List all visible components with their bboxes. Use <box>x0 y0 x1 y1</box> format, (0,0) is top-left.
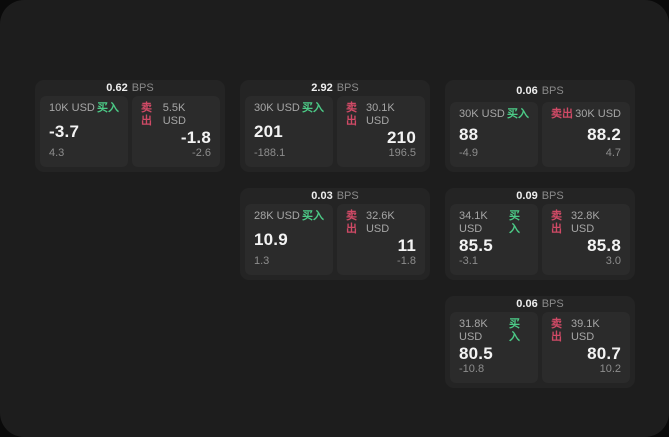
sell-side-label: 卖出 <box>141 102 152 127</box>
bps-header: 0.06 BPS <box>450 80 630 102</box>
buy-size: 34.1K USD <box>459 210 488 235</box>
bps-header: 0.62 BPS <box>40 80 220 96</box>
buy-side-label: 买入 <box>509 210 521 235</box>
bps-header: 2.92 BPS <box>245 80 425 96</box>
sell-size: 5.5K USD <box>162 102 186 127</box>
buy-price: 88 <box>459 124 479 144</box>
sell-price: 210 <box>387 128 416 147</box>
sell-size: 30.1K USD <box>365 102 395 127</box>
sell-size: 32.8K USD <box>570 210 600 235</box>
sell-side-label: 卖出 <box>346 210 357 235</box>
quote-card: 0.03 BPS 28K USD 买入 10.9 1.3 卖出 32.6K US… <box>240 188 430 280</box>
bps-unit-label: BPS <box>541 298 564 310</box>
bps-value: 0.09 <box>516 190 538 202</box>
bps-value: 2.92 <box>311 82 333 94</box>
buy-size: 31.8K USD <box>459 318 488 343</box>
sell-size: 30K USD <box>575 108 621 120</box>
bps-unit-label: BPS <box>336 190 359 202</box>
quote-card: 0.06 BPS 31.8K USD 买入 80.5 -10.8 卖出 39.1… <box>445 296 635 388</box>
sell-price: 88.2 <box>587 124 621 144</box>
buy-quote-tile[interactable]: 34.1K USD 买入 85.5 -3.1 <box>450 204 538 275</box>
buy-side-label: 买入 <box>509 318 521 343</box>
quote-card: 0.62 BPS 10K USD 买入 -3.7 4.3 卖出 5.5K USD <box>35 80 225 172</box>
sell-quote-tile[interactable]: 卖出 5.5K USD -1.8 -2.6 <box>132 96 220 167</box>
buy-delta: -188.1 <box>254 147 286 159</box>
buy-size: 28K USD <box>254 210 300 222</box>
buy-delta: 1.3 <box>254 255 270 267</box>
bps-value: 0.62 <box>106 82 128 94</box>
buy-delta: -3.1 <box>459 255 478 267</box>
sell-side-label: 卖出 <box>551 108 573 120</box>
sell-quote-tile[interactable]: 卖出 39.1K USD 80.7 10.2 <box>542 312 630 383</box>
sell-side-label: 卖出 <box>551 318 562 343</box>
sell-delta: 3.0 <box>605 255 621 267</box>
buy-side-label: 买入 <box>302 210 324 222</box>
bps-unit-label: BPS <box>541 190 564 202</box>
sell-quote-tile[interactable]: 卖出 30K USD 88.2 4.7 <box>542 102 630 167</box>
sell-price: -1.8 <box>180 128 211 147</box>
bps-header: 0.03 BPS <box>245 188 425 204</box>
bps-unit-label: BPS <box>541 85 564 97</box>
buy-delta: -10.8 <box>459 363 485 375</box>
sell-quote-tile[interactable]: 卖出 30.1K USD 210 196.5 <box>337 96 425 167</box>
buy-price: 85.5 <box>459 236 493 255</box>
bps-value: 0.06 <box>516 298 538 310</box>
bps-unit-label: BPS <box>131 82 154 94</box>
quote-card: 2.92 BPS 30K USD 买入 201 -188.1 卖出 30.1K … <box>240 80 430 172</box>
sell-price: 80.7 <box>587 344 621 363</box>
sell-price: 11 <box>397 236 416 255</box>
buy-price: 10.9 <box>254 229 288 249</box>
sell-price: 85.8 <box>587 236 621 255</box>
quote-card: 0.06 BPS 30K USD 买入 88 -4.9 卖出 30K USD <box>445 80 635 172</box>
sell-side-label: 卖出 <box>346 102 357 127</box>
sell-side-label: 卖出 <box>551 210 562 235</box>
buy-side-label: 买入 <box>302 102 324 114</box>
quote-card: 0.09 BPS 34.1K USD 买入 85.5 -3.1 卖出 32.8K… <box>445 188 635 280</box>
sell-delta: -2.6 <box>192 147 211 159</box>
buy-delta: -4.9 <box>459 147 478 159</box>
buy-size: 30K USD <box>459 108 505 120</box>
sell-size: 32.6K USD <box>365 210 395 235</box>
sell-size: 39.1K USD <box>570 318 600 343</box>
buy-side-label: 买入 <box>507 108 529 120</box>
quotes-grid: 0.62 BPS 10K USD 买入 -3.7 4.3 卖出 5.5K USD <box>35 80 635 388</box>
bps-header: 0.06 BPS <box>450 296 630 312</box>
buy-side-label: 买入 <box>97 102 119 114</box>
buy-quote-tile[interactable]: 28K USD 买入 10.9 1.3 <box>245 204 333 275</box>
buy-quote-tile[interactable]: 10K USD 买入 -3.7 4.3 <box>40 96 128 167</box>
buy-delta: 4.3 <box>49 147 65 159</box>
buy-size: 10K USD <box>49 102 95 114</box>
sell-quote-tile[interactable]: 卖出 32.6K USD 11 -1.8 <box>337 204 425 275</box>
buy-price: 201 <box>254 121 283 141</box>
buy-quote-tile[interactable]: 30K USD 买入 201 -188.1 <box>245 96 333 167</box>
buy-quote-tile[interactable]: 31.8K USD 买入 80.5 -10.8 <box>450 312 538 383</box>
sell-delta: 10.2 <box>599 363 621 375</box>
sell-delta: 4.7 <box>605 147 621 159</box>
buy-quote-tile[interactable]: 30K USD 买入 88 -4.9 <box>450 102 538 167</box>
buy-size: 30K USD <box>254 102 300 114</box>
sell-delta: -1.8 <box>397 255 416 267</box>
buy-price: 80.5 <box>459 344 493 363</box>
bps-header: 0.09 BPS <box>450 188 630 204</box>
bps-value: 0.03 <box>311 190 333 202</box>
bps-value: 0.06 <box>516 85 538 97</box>
buy-price: -3.7 <box>49 121 80 141</box>
sell-quote-tile[interactable]: 卖出 32.8K USD 85.8 3.0 <box>542 204 630 275</box>
bps-unit-label: BPS <box>336 82 359 94</box>
sell-delta: 196.5 <box>388 147 416 159</box>
